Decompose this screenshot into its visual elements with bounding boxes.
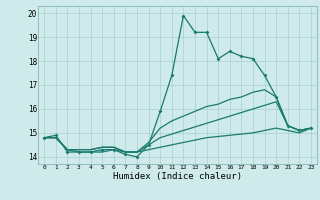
X-axis label: Humidex (Indice chaleur): Humidex (Indice chaleur) [113, 172, 242, 181]
